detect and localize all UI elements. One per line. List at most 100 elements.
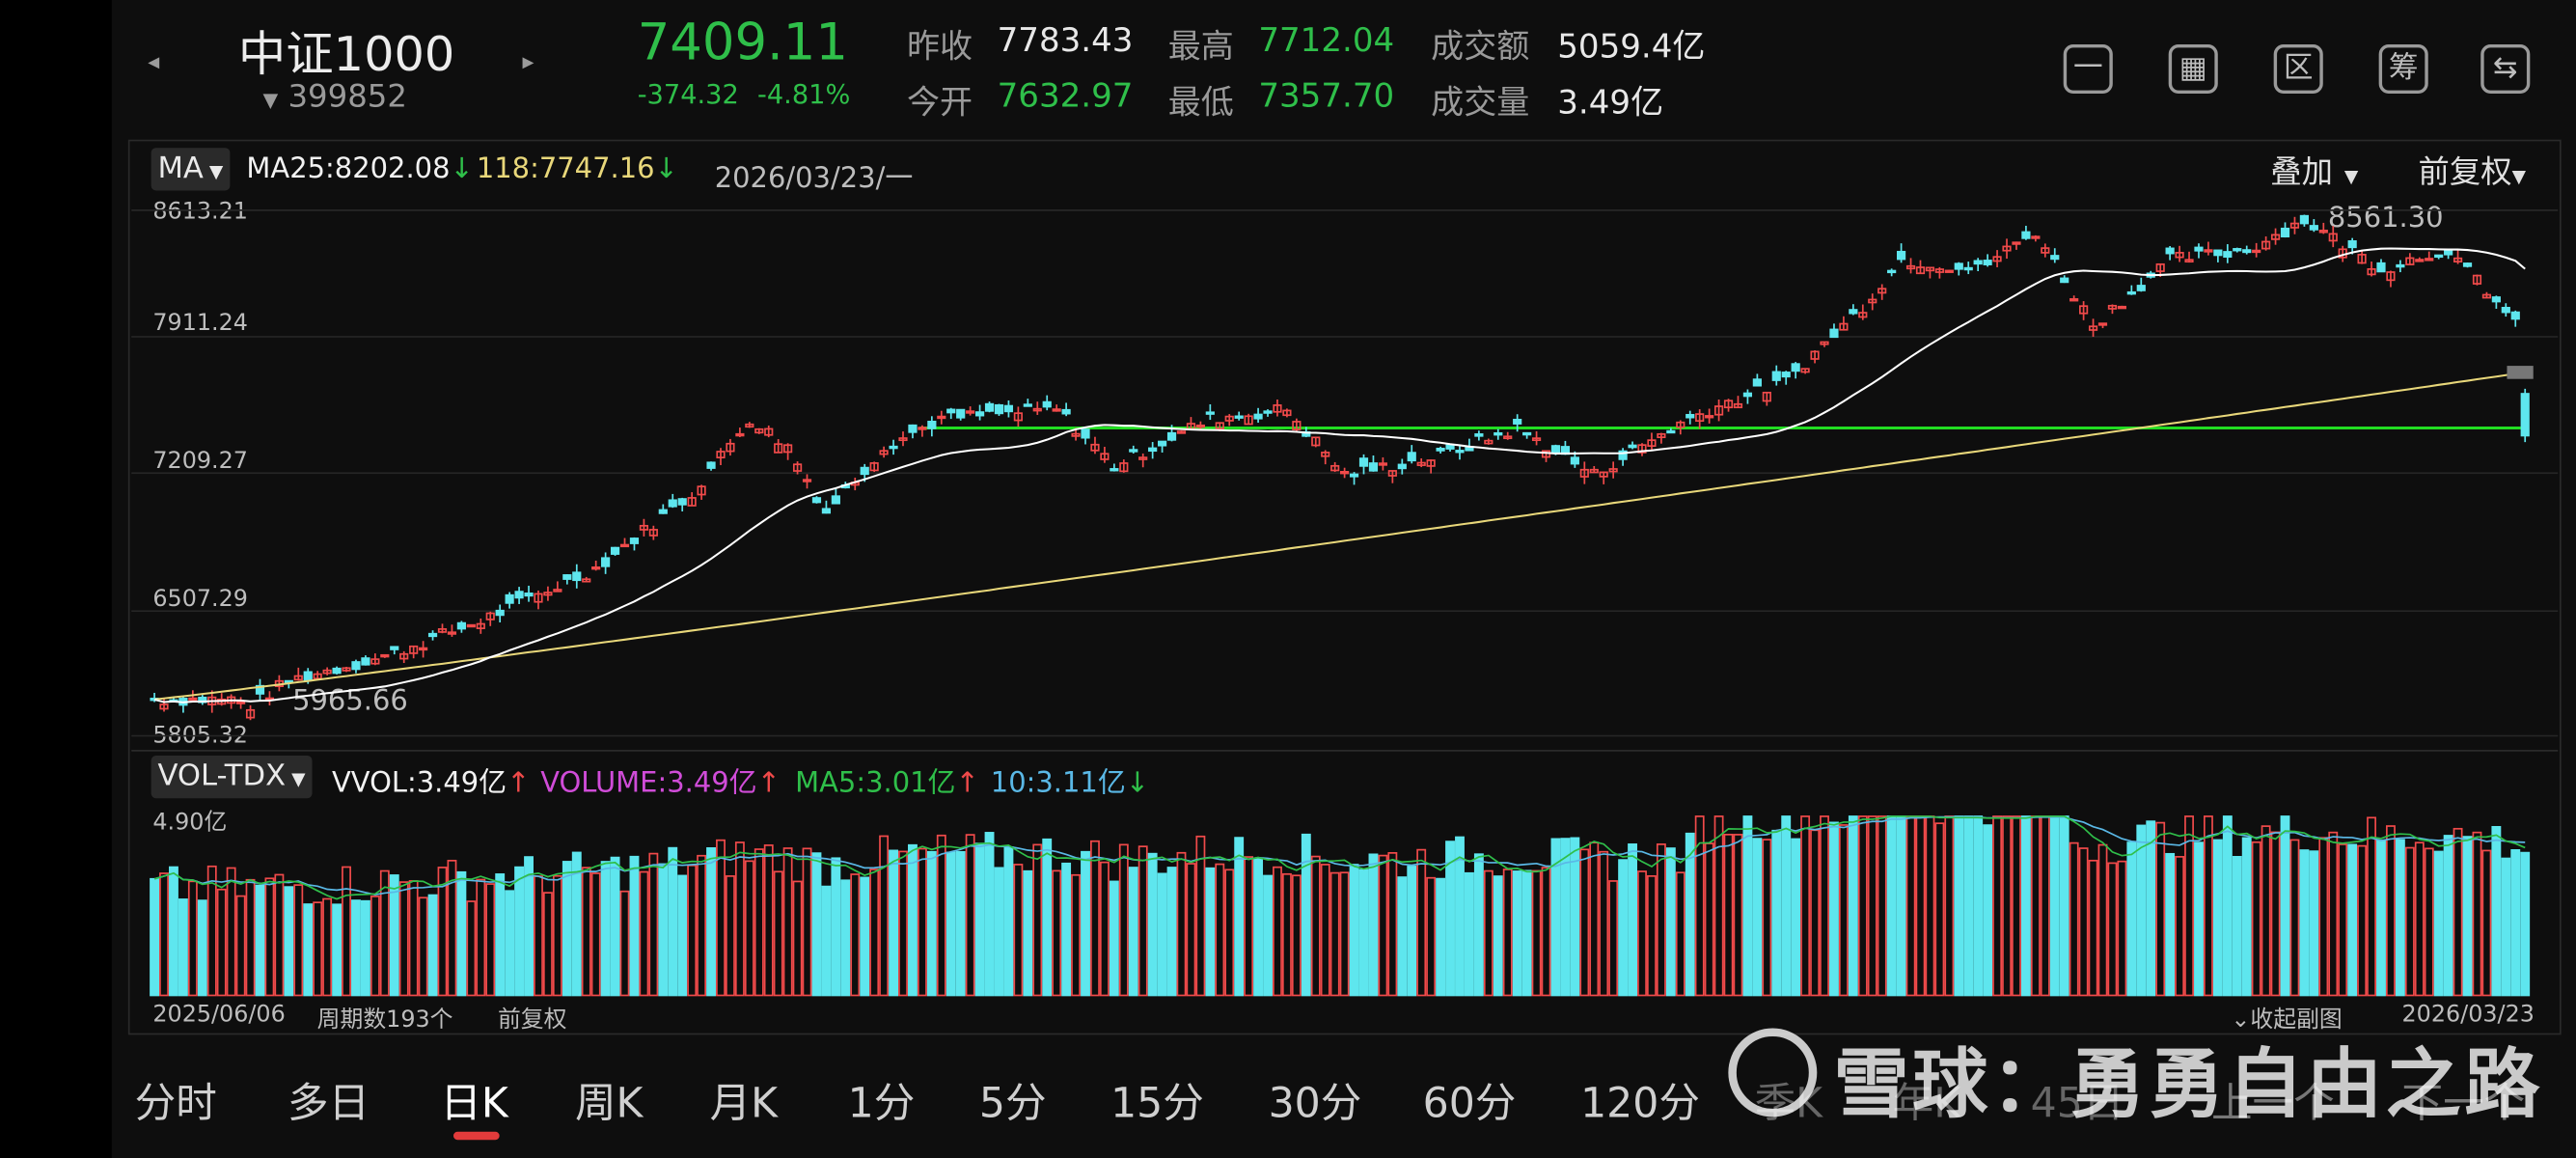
- volume-indicator-selector[interactable]: VOL-TDX ▼: [151, 755, 313, 799]
- candle-body: [1311, 436, 1321, 447]
- amount-value: 5059.4亿: [1557, 26, 1706, 67]
- volume-bar: [1963, 815, 1974, 997]
- candle-body: [322, 669, 332, 675]
- rotate-icon[interactable]: ⇆: [2480, 43, 2531, 95]
- volume-bar: [1867, 815, 1877, 997]
- y-tick-label: 7209.27: [152, 448, 248, 475]
- volume-bar: [744, 860, 754, 997]
- volume-bar: [2069, 841, 2079, 997]
- volume-bar: [898, 850, 908, 997]
- vol-ma5-readout: MA5:3.01亿↑: [795, 758, 979, 800]
- candle-body: [2107, 304, 2118, 310]
- volume-bar: [1896, 815, 1906, 997]
- prev-stock-arrow-icon[interactable]: ◂: [148, 49, 160, 76]
- next-button[interactable]: 下一个: [2401, 1079, 2526, 1127]
- tab-daily-k[interactable]: 日K: [440, 1079, 508, 1127]
- ma-selector[interactable]: MA ▼: [151, 148, 231, 191]
- y-tick-label: 6507.29: [152, 586, 248, 613]
- volume-bar: [1973, 815, 1984, 997]
- candle-body: [2405, 257, 2415, 265]
- tab-45day[interactable]: 45日: [2030, 1079, 2124, 1127]
- volume-bar: [197, 899, 207, 997]
- candle-body: [754, 427, 764, 434]
- volume-bar: [1368, 853, 1379, 997]
- candle-body: [601, 557, 611, 567]
- period-count: 周期数193个: [316, 1006, 453, 1034]
- volume-bar: [351, 899, 361, 997]
- candle-body: [2117, 305, 2126, 310]
- volume-bar: [2078, 847, 2089, 997]
- candle-body: [898, 437, 908, 442]
- candle-body: [2520, 393, 2530, 437]
- volume-bar: [379, 869, 390, 997]
- volume-bar: [1599, 850, 1609, 997]
- tab-120min[interactable]: 120分: [1580, 1079, 1700, 1127]
- candle-body: [1637, 444, 1647, 454]
- candle-body: [370, 658, 380, 665]
- volume-bar: [2357, 844, 2368, 997]
- volume-bar: [1109, 880, 1119, 997]
- fullscreen-icon[interactable]: ▦: [2168, 43, 2218, 95]
- volume-bar: [926, 850, 937, 997]
- candle-body: [1253, 413, 1263, 420]
- volume-bar: [542, 892, 553, 997]
- index-name: 中证1000: [237, 26, 455, 83]
- up-arrow-icon: ↑: [756, 766, 781, 800]
- tab-multiday[interactable]: 多日: [287, 1079, 370, 1127]
- volume-readout: VOLUME:3.49亿↑: [540, 758, 781, 800]
- tab-1min[interactable]: 1分: [847, 1079, 916, 1127]
- volume-bar: [1234, 837, 1245, 997]
- candle-body: [1858, 312, 1868, 318]
- candle-body: [2415, 259, 2425, 262]
- tab-weekly-k[interactable]: 周K: [574, 1079, 644, 1127]
- volume-bar: [2136, 824, 2147, 997]
- volume-bar: [1291, 874, 1302, 997]
- tab-5min[interactable]: 5分: [978, 1079, 1047, 1127]
- volume-bar: [1704, 842, 1714, 997]
- next-stock-arrow-icon[interactable]: ▸: [522, 49, 534, 76]
- chips-icon[interactable]: 筹: [2378, 43, 2428, 95]
- volume-bar: [610, 856, 620, 997]
- tab-60min[interactable]: 60分: [1422, 1079, 1517, 1127]
- candle-body: [2050, 255, 2060, 261]
- range-icon[interactable]: 区: [2273, 43, 2323, 95]
- candle-body: [1129, 449, 1138, 453]
- volume-bar: [1215, 863, 1225, 997]
- candle-body: [235, 701, 246, 704]
- minimize-icon[interactable]: 一: [2063, 43, 2113, 95]
- candle-body: [1138, 456, 1148, 460]
- candle-body: [1042, 400, 1052, 408]
- candle-body: [313, 673, 322, 680]
- volume-bar: [360, 899, 370, 997]
- volume-bar: [726, 875, 735, 997]
- candle-body: [2175, 252, 2184, 259]
- prev-button[interactable]: 上一个: [2210, 1079, 2335, 1127]
- volume-bar: [1733, 834, 1743, 997]
- volume-bar: [389, 874, 399, 997]
- volume-bar: [2146, 820, 2156, 997]
- volume-bar: [1791, 838, 1801, 997]
- candle-body: [1800, 368, 1810, 373]
- adjust-dropdown[interactable]: 前复权▼: [2419, 148, 2527, 192]
- tab-monthly-k[interactable]: 月K: [709, 1079, 779, 1127]
- volume-bar: [1176, 851, 1187, 997]
- volume-bar: [2280, 815, 2290, 997]
- index-code[interactable]: ▼ 399852: [262, 79, 407, 115]
- volume-bar: [1455, 836, 1465, 997]
- tab-year-k[interactable]: 年K: [1892, 1079, 1961, 1127]
- candle-body: [1829, 328, 1839, 339]
- volume-bar: [590, 872, 601, 997]
- candle-body: [1742, 392, 1753, 398]
- candle-body: [764, 427, 774, 436]
- tab-fenshi[interactable]: 分时: [134, 1079, 217, 1127]
- collapse-subchart-button[interactable]: ⌄收起副图: [2231, 1002, 2342, 1034]
- candle-body: [1484, 439, 1494, 445]
- volume-bar: [1983, 824, 1993, 997]
- candle-body: [582, 578, 591, 583]
- candle-body: [495, 609, 505, 617]
- volume-bar: [1052, 869, 1062, 997]
- tab-15min[interactable]: 15分: [1110, 1079, 1204, 1127]
- tab-30min[interactable]: 30分: [1268, 1079, 1362, 1127]
- overlay-dropdown[interactable]: 叠加 ▼: [2270, 148, 2358, 192]
